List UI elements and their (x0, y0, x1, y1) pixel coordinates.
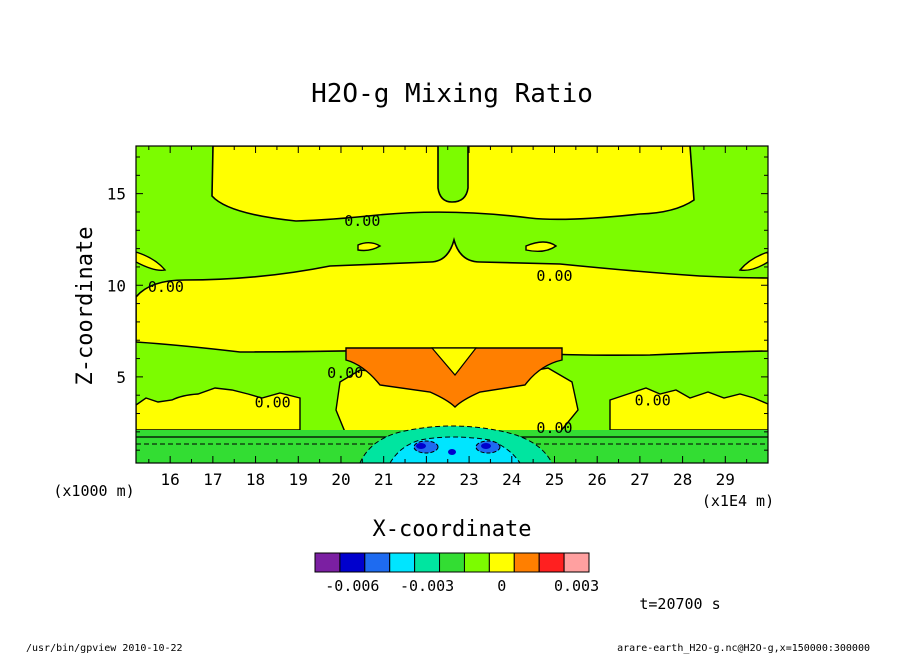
x-tick-label: 27 (630, 470, 649, 489)
x-tick-label: 22 (417, 470, 436, 489)
contour-edge-right (738, 251, 768, 272)
colorbar-tick-label: -0.006 (325, 577, 379, 595)
x-tick-label: 20 (331, 470, 350, 489)
contour-label: 0.00 (536, 419, 572, 437)
contour-label: 0.00 (255, 394, 291, 412)
y-unit-note: (x1000 m) (53, 482, 134, 500)
colorbar-swatch (364, 552, 391, 573)
contour-region-lower-left (136, 387, 301, 431)
x-axis-label: X-coordinate (373, 517, 532, 542)
colorbar-tick-label: 0.003 (554, 577, 599, 595)
x-tick-label: 23 (459, 470, 478, 489)
contour-labels: 0.00 0.00 0.00 0.00 0.00 0.00 0.00 (148, 212, 671, 437)
plot-area: 0.00 0.00 0.00 0.00 0.00 0.00 0.00 16 17 18 19 20 2… (107, 145, 769, 489)
x-tick-label: 17 (203, 470, 222, 489)
x-tick-label: 26 (588, 470, 607, 489)
colorbar: -0.006 -0.003 0 0.003 (314, 552, 599, 595)
colorbar-swatch (538, 552, 565, 573)
contour-label: 0.00 (148, 278, 184, 296)
colorbar-swatch (339, 552, 366, 573)
x-tick-label: 16 (161, 470, 180, 489)
y-axis-ticks: 5 10 15 (107, 156, 768, 451)
footer-right: arare-earth_H2O-g.nc@H2O-g,x=150000:3000… (617, 643, 870, 654)
time-label: t=20700 s (639, 595, 720, 613)
contour-label: 0.00 (327, 364, 363, 382)
x-tick-label: 19 (289, 470, 308, 489)
x-tick-label: 28 (673, 470, 692, 489)
colorbar-tick-label: 0 (497, 577, 506, 595)
x-tick-label: 18 (246, 470, 265, 489)
y-axis-label: Z-coordinate (73, 227, 98, 386)
colorbar-tick-label: -0.003 (400, 577, 454, 595)
contour-min-right (481, 443, 491, 449)
plot-frame (135, 145, 769, 464)
contour-region-lower-right (609, 387, 768, 431)
colorbar-swatch (414, 552, 441, 573)
x-tick-label: 21 (374, 470, 393, 489)
chart-title: H2O-g Mixing Ratio (311, 79, 593, 109)
x-tick-label: 24 (502, 470, 521, 489)
contour-label: 0.00 (536, 267, 572, 285)
y-tick-label: 10 (107, 276, 126, 295)
contour-island-left (357, 242, 382, 252)
contour-fill: 0.00 0.00 0.00 0.00 0.00 0.00 0.00 (136, 146, 768, 463)
contour-region-middle (136, 236, 768, 356)
contour-label: 0.00 (344, 212, 380, 230)
x-tick-label: 29 (716, 470, 735, 489)
x-unit-note: (x1E4 m) (702, 492, 774, 510)
contour-label: 0.00 (635, 392, 671, 410)
colorbar-swatch (488, 552, 515, 573)
colorbar-swatch (463, 552, 490, 573)
colorbar-swatch (513, 552, 540, 573)
contour-edge-left (136, 251, 167, 272)
contour-min-left (416, 443, 426, 449)
colorbar-swatch (439, 552, 465, 573)
x-axis-ticks: 16 17 18 19 20 21 22 23 24 25 26 27 28 29 (148, 146, 748, 489)
contour-notch (430, 347, 478, 376)
colorbar-swatch (563, 552, 590, 573)
contour-min-center (448, 449, 456, 455)
y-tick-label: 5 (116, 368, 126, 387)
x-tick-label: 25 (545, 470, 564, 489)
contour-region-orange (345, 347, 563, 408)
y-tick-label: 15 (107, 185, 126, 204)
colorbar-swatch (314, 552, 341, 573)
footer-left: /usr/bin/gpview 2010-10-22 (26, 643, 183, 654)
colorbar-swatch (389, 552, 416, 573)
contour-region-upper (211, 146, 695, 222)
contour-island-right (525, 241, 558, 253)
